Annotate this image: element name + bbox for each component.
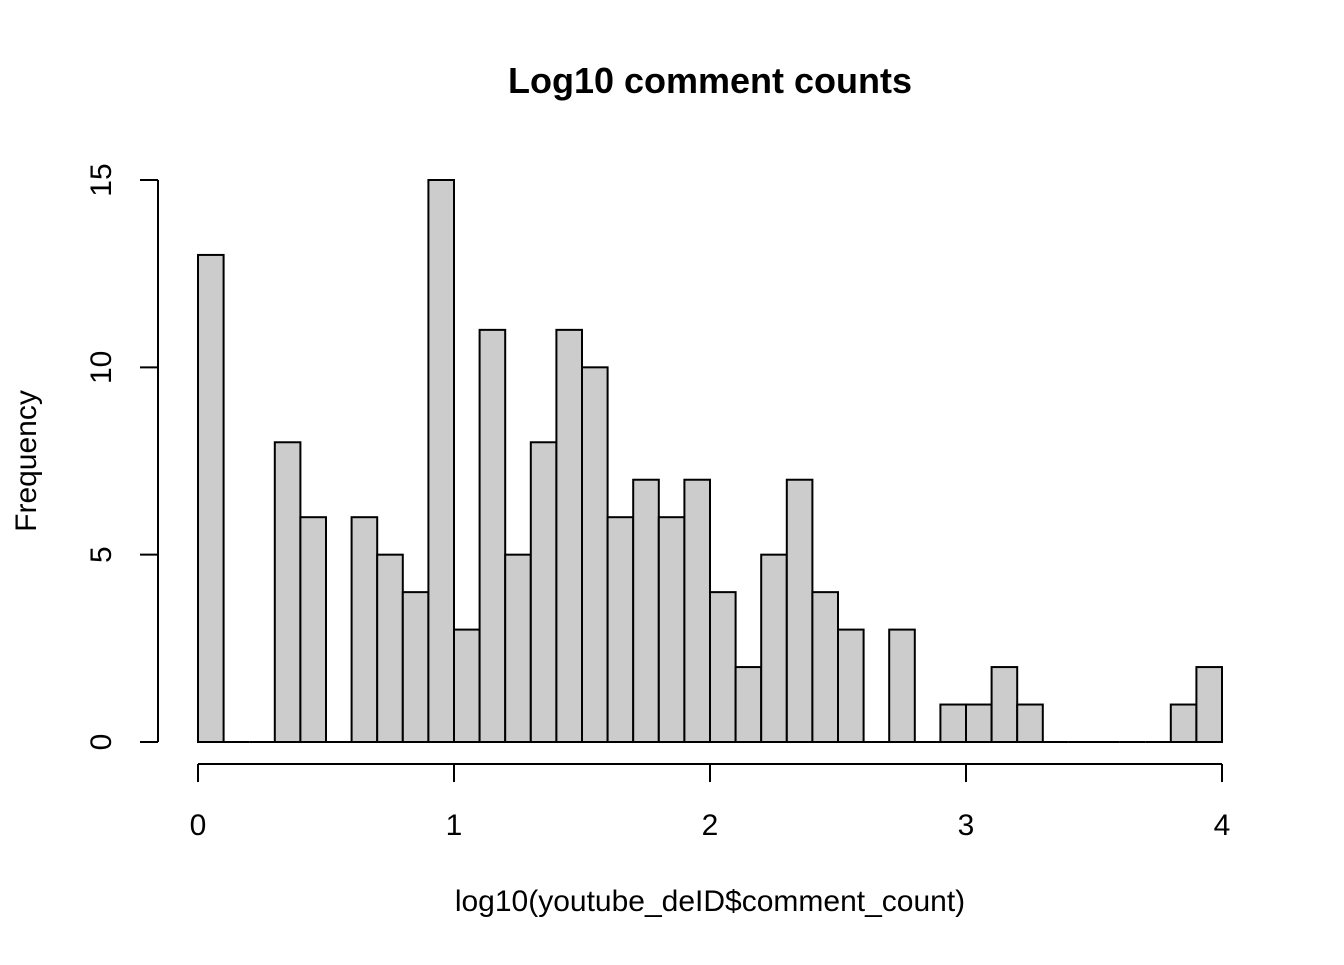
histogram-bar [965, 703, 993, 743]
histogram-bar [990, 666, 1019, 743]
histogram-bar [427, 179, 455, 743]
x-tick-label: 4 [1214, 809, 1231, 842]
histogram-bar [683, 478, 712, 743]
chart-title: Log10 comment counts [508, 60, 912, 101]
histogram-bar [197, 253, 225, 744]
histogram-bar [606, 516, 635, 744]
histogram-bar [837, 628, 865, 743]
y-tick-label: 5 [85, 546, 118, 563]
histogram-bar [632, 478, 660, 743]
histogram-bar [734, 666, 763, 743]
histogram-bar [811, 591, 840, 744]
y-tick-label: 10 [85, 351, 118, 384]
histogram-bar [529, 441, 558, 743]
y-tick-label: 15 [85, 163, 118, 196]
x-tick-label: 2 [702, 809, 719, 842]
histogram-bar [1169, 703, 1198, 743]
histogram-bar [299, 516, 327, 744]
x-tick-label: 3 [958, 809, 975, 842]
x-tick-label: 1 [446, 809, 463, 842]
histogram-bar [555, 328, 584, 743]
histogram-bar [401, 591, 430, 744]
histogram-bar [453, 628, 481, 743]
histogram-bar [1195, 666, 1224, 743]
y-axis-label: Frequency [10, 390, 43, 532]
y-axis: 0 5 10 15 [85, 163, 159, 751]
histogram-bar [581, 366, 609, 743]
histogram-bar [657, 516, 686, 744]
histogram-bar [939, 703, 968, 743]
histogram-bar [273, 441, 302, 743]
histogram-bar [709, 591, 737, 744]
histogram-bar [785, 478, 814, 743]
x-axis-label: log10(youtube_deID$comment_count) [455, 885, 965, 918]
histogram-bar [1016, 703, 1044, 743]
bars-group [197, 179, 1224, 744]
y-tick-label: 0 [85, 734, 118, 751]
histogram-bar [760, 553, 788, 744]
histogram-bar [478, 328, 507, 743]
x-axis: 0 1 2 3 4 [190, 763, 1231, 842]
histogram-bar [888, 628, 916, 743]
histogram-bar [376, 553, 404, 744]
x-tick-label: 0 [190, 809, 207, 842]
histogram-bar [504, 553, 532, 744]
histogram-bar [350, 516, 379, 744]
